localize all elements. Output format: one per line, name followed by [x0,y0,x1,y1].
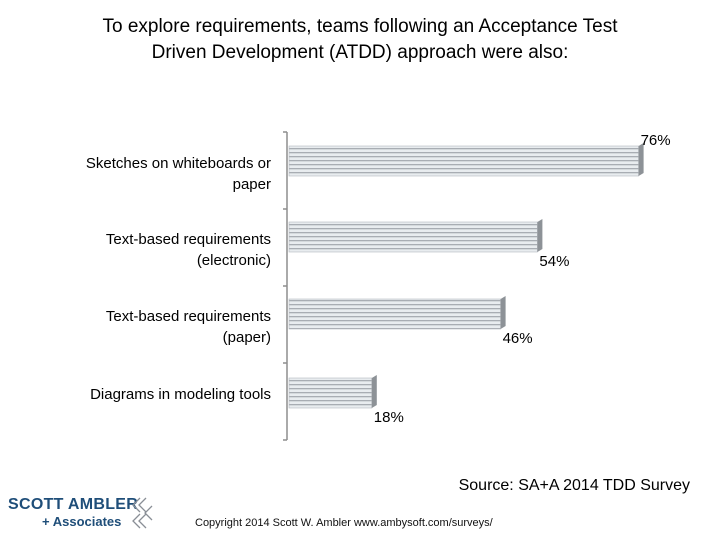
category-label: Diagrams in modeling tools [90,386,271,403]
bar-end-cap [537,219,543,252]
bar-value-label: 18% [374,409,404,426]
bar-value-label: 54% [539,253,569,270]
bar-value-label: 46% [503,330,533,347]
bar [288,298,501,330]
category-label-line: (electronic) [197,252,271,269]
category-label: Text-based requirements (paper) [106,308,271,346]
bar-end-cap [500,296,506,329]
chart-title-line-2: Driven Development (ATDD) approach were … [151,42,569,63]
category-label: Text-based requirements (electronic) [106,231,271,269]
category-label-line: Sketches on whiteboards or [86,155,271,172]
category-label-line: Diagrams in modeling tools [90,386,271,403]
category-label: Sketches on whiteboards or paper [86,155,271,193]
logo-line-1: SCOTT AMBLER [8,496,139,513]
category-label-line: Text-based requirements [106,231,271,248]
source-note: Source: SA+A 2014 TDD Survey [458,477,690,494]
chart-title-line-1: To explore requirements, teams following… [102,16,618,37]
logo-line-2: + Associates [42,514,122,529]
category-label-line: paper [233,176,271,193]
chart-title: To explore requirements, teams following… [40,14,680,66]
category-label-line: (paper) [223,329,271,346]
bar [288,145,639,177]
company-logo: SCOTT AMBLER + Associates [8,496,158,532]
logo-mark-icon [132,497,153,529]
category-label-line: Text-based requirements [106,308,271,325]
bar-value-label: 76% [641,132,671,149]
bar [288,221,538,253]
bar-end-cap [638,143,644,176]
category-axis [283,131,288,441]
bar-chart: 76% Sketches on whiteboards or paper 54% Tex… [86,131,671,441]
bar-end-cap [371,375,377,408]
copyright-note: Copyright 2014 Scott W. Ambler www.ambys… [195,517,493,529]
bar [288,377,373,409]
